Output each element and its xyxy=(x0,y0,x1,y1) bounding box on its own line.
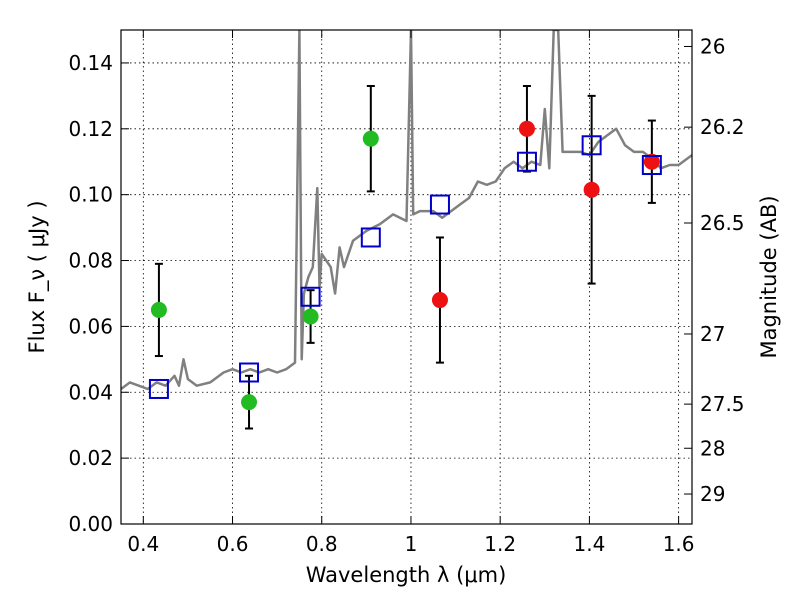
photometry-point xyxy=(302,308,319,325)
model-flux-square xyxy=(581,135,602,156)
y-tick-label: 0.12 xyxy=(68,117,113,141)
photometry-point xyxy=(583,181,600,198)
photometry-points xyxy=(148,84,662,430)
model-flux-square xyxy=(429,194,450,215)
photometry-point xyxy=(150,301,167,318)
model-flux-square xyxy=(148,378,169,399)
x-tick-label: 0.8 xyxy=(306,532,338,556)
model-spectrum xyxy=(121,30,692,391)
y-tick-label: 0.08 xyxy=(68,249,113,273)
x-axis-title: Wavelength λ (μm) xyxy=(306,563,507,587)
y2-tick-label: 26.5 xyxy=(700,211,745,235)
y-tick-label: 0.14 xyxy=(68,51,113,75)
model-flux-square xyxy=(516,151,537,172)
y-tick-label: 0.10 xyxy=(68,183,113,207)
y2-tick-label: 27 xyxy=(700,322,725,346)
x-tick-label: 1.2 xyxy=(484,532,516,556)
photometry-point xyxy=(362,130,379,147)
y2-tick-label: 26.2 xyxy=(700,115,745,139)
x-tick-label: 1 xyxy=(405,532,418,556)
model-flux-square xyxy=(239,362,260,383)
y2-axis-title: Magnitude (AB) xyxy=(757,195,781,358)
y-axis-title: Flux F_ν ( μJy ) xyxy=(25,200,50,353)
y-tick-label: 0.06 xyxy=(68,314,113,338)
photometry-point xyxy=(643,153,660,170)
model-spectrum-line xyxy=(121,30,692,391)
model-flux-square xyxy=(360,227,381,248)
y2-tick-label: 29 xyxy=(700,482,725,506)
y2-tick-label: 27.5 xyxy=(700,392,745,416)
x-tick-label: 0.6 xyxy=(217,532,249,556)
y-tick-label: 0.00 xyxy=(68,512,113,536)
y2-tick-label: 28 xyxy=(700,436,725,460)
y-tick-label: 0.02 xyxy=(68,446,113,470)
y2-tick-label: 26 xyxy=(700,34,725,58)
plot-frame xyxy=(120,29,693,525)
model-flux-square xyxy=(300,286,321,307)
photometry-point xyxy=(431,292,448,309)
y-tick-label: 0.04 xyxy=(68,380,113,404)
x-tick-label: 0.4 xyxy=(127,532,159,556)
axis-ticks: 0.4 0.6 0.8 1 1.2 1.4 1.6 0.00 0.02 0.04 0.06 0.08 0… xyxy=(68,30,745,556)
x-tick-label: 1.6 xyxy=(663,532,695,556)
x-tick-label: 1.4 xyxy=(573,532,605,556)
model-flux-square xyxy=(641,155,662,176)
photometry-point xyxy=(241,394,258,411)
plot-content xyxy=(121,30,692,430)
photometry-point xyxy=(518,120,535,137)
